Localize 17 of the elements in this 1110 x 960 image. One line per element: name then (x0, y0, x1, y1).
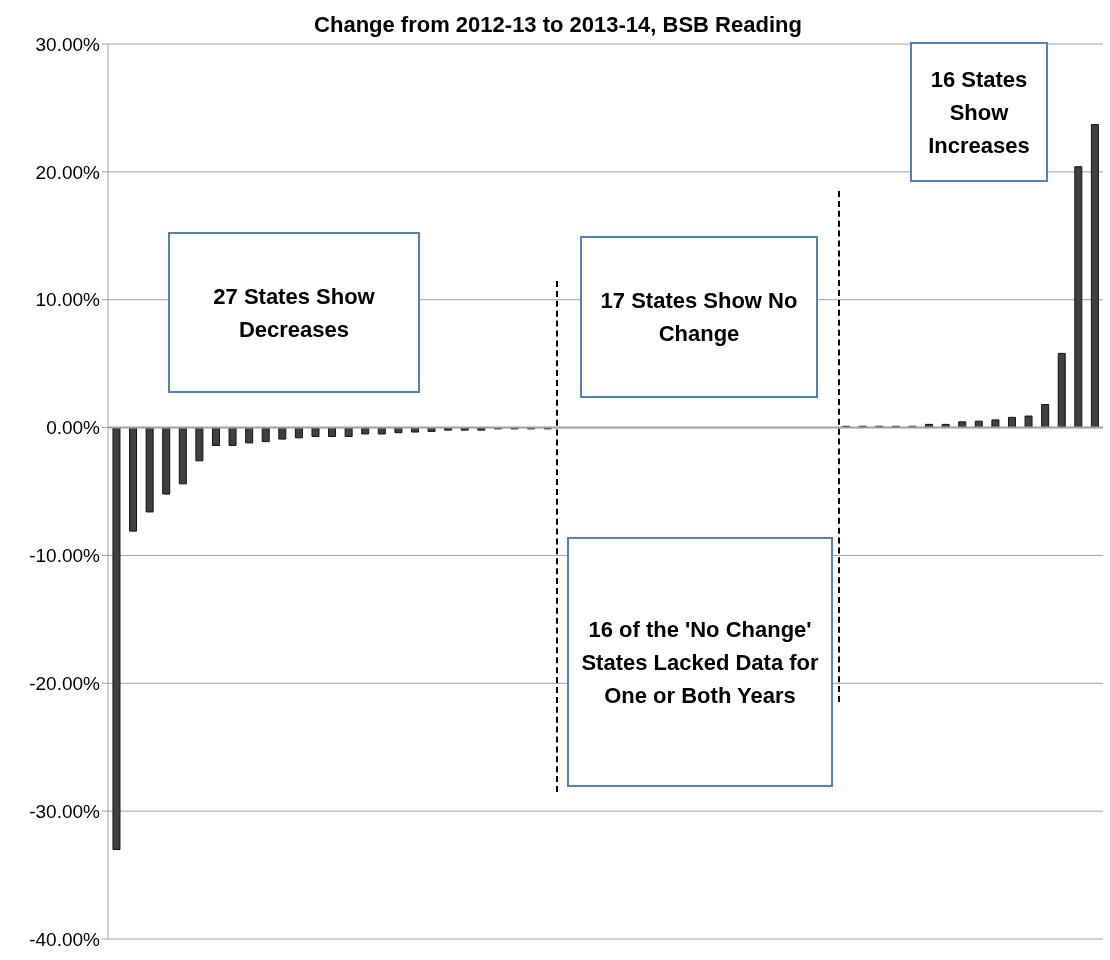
chart-title: Change from 2012-13 to 2013-14, BSB Reading (314, 12, 802, 37)
y-tick-label: -30.00% (29, 800, 101, 822)
annotation: 16 States Show Increases (927, 65, 1031, 160)
y-tick-label: -10.00% (29, 545, 101, 567)
y-tick-label: 30.00% (35, 33, 101, 55)
annotation: 16 of the 'No Change' States Lacked Data for One or Both Years (580, 615, 820, 710)
text-box: 16 States Show Increases (910, 42, 1048, 182)
text-box: 17 States Show No Change (580, 236, 818, 398)
y-tick-label: -20.00% (29, 673, 101, 695)
y-tick-label: 10.00% (35, 289, 101, 311)
annotation: 27 States Show Decreases (212, 282, 376, 344)
annotation: 17 States Show No Change (599, 287, 799, 348)
y-tick-label: -40.00% (29, 928, 101, 950)
text-box: 27 States Show Decreases (168, 232, 420, 393)
y-tick-label: 0.00% (46, 417, 101, 439)
text-box: 16 of the 'No Change' States Lacked Data for One or Both Years (567, 537, 833, 787)
y-tick-label: 20.00% (35, 161, 101, 183)
